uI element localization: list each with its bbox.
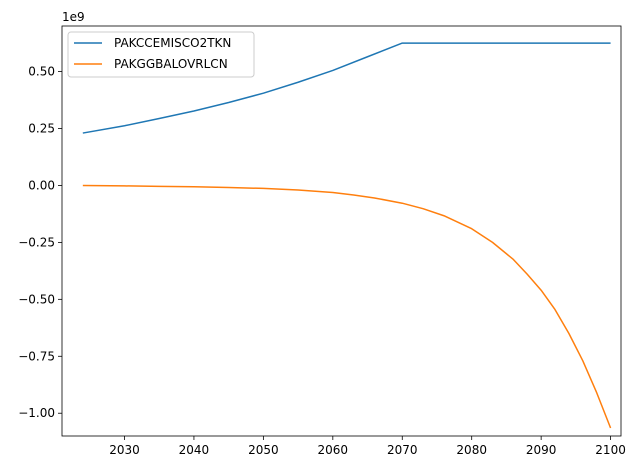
x-tick-label: 2070	[387, 443, 418, 457]
x-tick-label: 2040	[179, 443, 210, 457]
series-line-2	[82, 184, 612, 429]
x-tick-label: 2030	[109, 443, 140, 457]
x-tick-label: 2060	[318, 443, 349, 457]
legend-box	[67, 31, 255, 78]
x-tick-label: 2090	[526, 443, 557, 457]
y-tick-label: −0.50	[18, 292, 55, 306]
y-tick-label: −0.75	[18, 349, 55, 363]
y-tick-label: 0.00	[28, 178, 55, 192]
legend-label-series-1: PAKCCEMISCO2TKN	[114, 36, 231, 50]
legend-label-series-2: PAKGGBALOVRLCN	[114, 57, 228, 71]
y-tick-label: −0.25	[18, 235, 55, 249]
x-tick-label: 2080	[456, 443, 487, 457]
y-tick-label: 0.25	[28, 122, 55, 136]
plot-area	[62, 26, 621, 436]
y-tick-label: −1.00	[18, 406, 55, 420]
x-tick-label: 2050	[248, 443, 279, 457]
axes-frame	[61, 25, 622, 437]
series-layer	[82, 42, 612, 429]
y-offset-label: 1e9	[62, 10, 85, 24]
axes-layer: 2030 2040 2050 2060 2070 2080 2090 2100 0.50 0.25…	[18, 25, 626, 457]
series-line-1	[82, 42, 611, 134]
x-tick-label: 2100	[595, 443, 626, 457]
legend: PAKCCEMISCO2TKN PAKGGBALOVRLCN	[67, 31, 255, 78]
y-tick-label: 0.50	[28, 65, 55, 79]
